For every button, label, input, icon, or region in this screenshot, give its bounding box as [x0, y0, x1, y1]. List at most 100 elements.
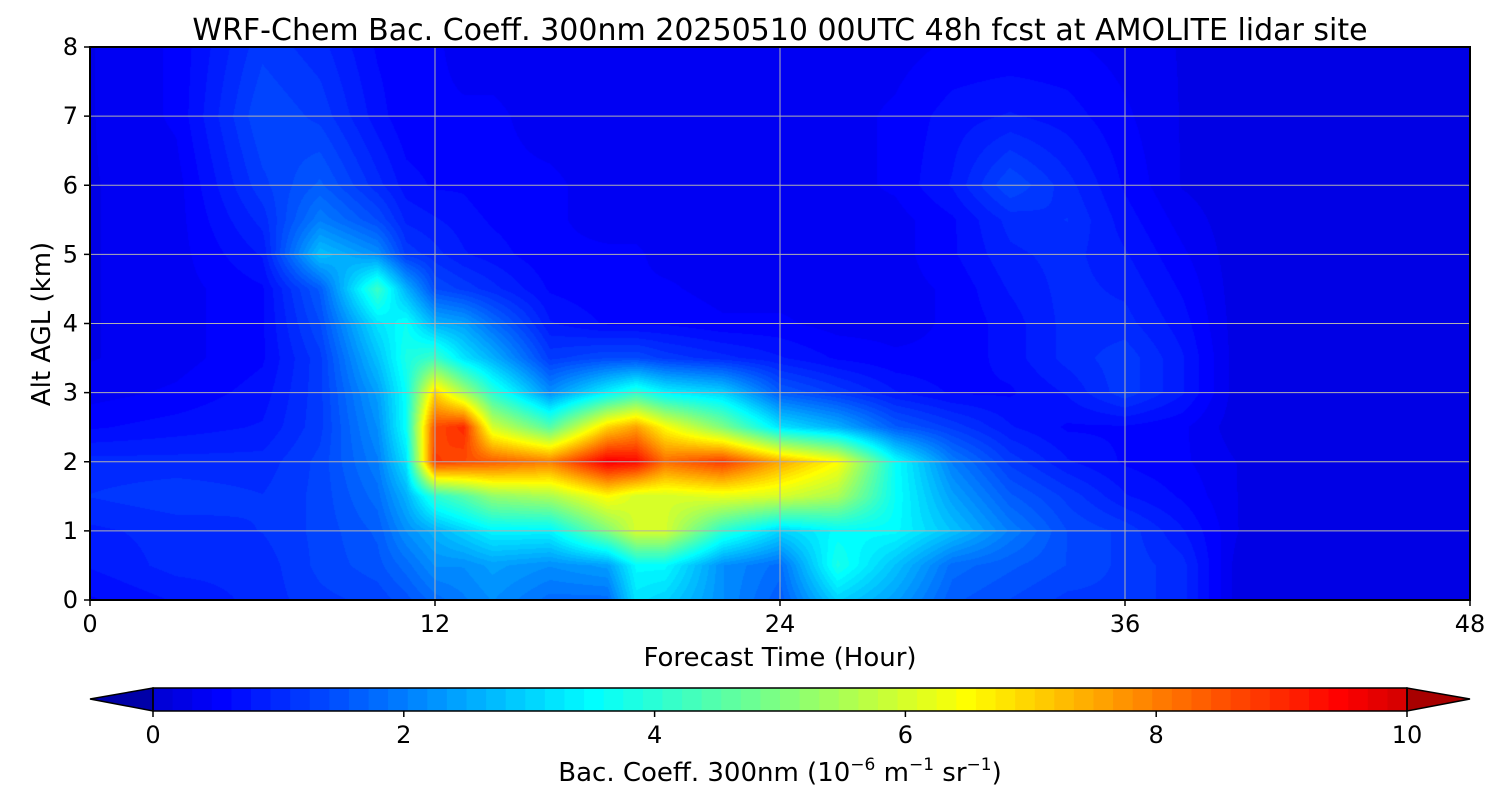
- y-tick-label: 0: [63, 586, 78, 614]
- colorbar-label-mid2: sr: [934, 758, 967, 788]
- colorbar-step: [760, 688, 781, 711]
- colorbar-step: [1132, 688, 1153, 711]
- colorbar-step: [309, 688, 330, 711]
- x-tick-label: 0: [82, 610, 97, 638]
- colorbar-step: [505, 688, 526, 711]
- colorbar-step: [1191, 688, 1212, 711]
- colorbar-step: [1230, 688, 1251, 711]
- x-tick-label: 48: [1455, 610, 1486, 638]
- colorbar-tick-label: 8: [1149, 721, 1164, 749]
- colorbar-step: [270, 688, 291, 711]
- colorbar-step: [682, 688, 703, 711]
- colorbar-step: [427, 688, 448, 711]
- colorbar-step: [211, 688, 232, 711]
- plot-area: [89, 46, 1471, 601]
- colorbar-step: [1367, 688, 1389, 711]
- colorbar-step: [936, 688, 957, 711]
- y-axis-label: Alt AGL (km): [27, 242, 57, 406]
- colorbar-step: [1034, 688, 1055, 711]
- y-tick-label: 8: [63, 33, 78, 61]
- colorbar-step: [368, 688, 389, 711]
- colorbar-step: [1387, 688, 1408, 711]
- colorbar-step: [231, 688, 252, 711]
- x-tick-label: 12: [420, 610, 451, 638]
- colorbar-step: [1152, 688, 1173, 711]
- y-tick-label: 7: [63, 102, 78, 130]
- y-tick-label: 6: [63, 171, 78, 199]
- colorbar-step: [623, 688, 644, 711]
- x-tick-label: 36: [1110, 610, 1141, 638]
- colorbar-step: [407, 688, 428, 711]
- colorbar-step: [466, 688, 487, 711]
- colorbar-tick-label: 6: [898, 721, 913, 749]
- colorbar-step: [564, 688, 585, 711]
- colorbar-step: [584, 688, 605, 711]
- colorbar-step: [525, 688, 546, 711]
- colorbar-step: [1171, 688, 1193, 711]
- colorbar-step: [348, 688, 370, 711]
- colorbar-step: [662, 688, 683, 711]
- colorbar-label-main: Bac. Coeff. 300nm (10: [558, 758, 850, 788]
- colorbar-step: [1289, 688, 1310, 711]
- colorbar-tick-label: 10: [1392, 721, 1423, 749]
- colorbar-step: [486, 688, 507, 711]
- colorbar-step: [1348, 688, 1369, 711]
- colorbar-label-exp3: −1: [967, 755, 992, 775]
- colorbar-step: [740, 688, 762, 711]
- colorbar-ticks: 0 2 4 6 8 10: [145, 711, 1422, 749]
- colorbar-step: [544, 688, 566, 711]
- y-tick-label: 3: [63, 379, 78, 407]
- colorbar-step: [917, 688, 938, 711]
- colorbar-step: [877, 688, 899, 711]
- colorbar-label-exp2: −1: [909, 755, 934, 775]
- colorbar-step: [172, 688, 193, 711]
- y-tick-label: 2: [63, 448, 78, 476]
- colorbar-step: [642, 688, 664, 711]
- y-axis-ticks: 0 1 2 3 4 5 6 7 8: [63, 33, 90, 614]
- colorbar-step: [975, 688, 997, 711]
- colorbar-label-end: ): [992, 758, 1002, 788]
- chart-title: WRF-Chem Bac. Coeff. 300nm 20250510 00UT…: [192, 13, 1367, 48]
- y-tick-label: 4: [63, 310, 78, 338]
- x-axis-ticks: 0 12 24 36 48: [82, 600, 1485, 638]
- colorbar-step: [956, 688, 977, 711]
- colorbar-label-mid: m: [875, 758, 909, 788]
- colorbar-step: [603, 688, 624, 711]
- colorbar-step: [1211, 688, 1232, 711]
- colorbar: 0 2 4 6 8 10 Bac. Coeff. 300nm (10−6 m−1 sr−1…: [89, 687, 1471, 788]
- colorbar-step: [858, 688, 879, 711]
- colorbar-step: [1093, 688, 1114, 711]
- colorbar-step: [329, 688, 350, 711]
- colorbar-step: [897, 688, 918, 711]
- colorbar-step: [995, 688, 1016, 711]
- colorbar-step: [1309, 688, 1330, 711]
- colorbar-step: [1113, 688, 1134, 711]
- colorbar-step: [1015, 688, 1036, 711]
- colorbar-tick-label: 0: [145, 721, 160, 749]
- colorbar-step: [1328, 688, 1349, 711]
- colorbar-step: [780, 688, 801, 711]
- colorbar-frame: [152, 687, 1408, 712]
- colorbar-step: [701, 688, 722, 711]
- colorbar-step: [1073, 688, 1095, 711]
- colorbar-tick-label: 2: [396, 721, 411, 749]
- colorbar-tick-label: 4: [647, 721, 662, 749]
- y-tick-label: 1: [63, 517, 78, 545]
- colorbar-step: [838, 688, 859, 711]
- colorbar-step: [819, 688, 840, 711]
- colorbar-step: [290, 688, 311, 711]
- colorbar-step: [1250, 688, 1271, 711]
- colorbar-label: Bac. Coeff. 300nm (10−6 m−1 sr−1): [558, 755, 1001, 788]
- colorbar-step: [1269, 688, 1291, 711]
- colorbar-step: [799, 688, 820, 711]
- x-tick-label: 24: [765, 610, 796, 638]
- colorbar-step: [1054, 688, 1075, 711]
- colorbar-steps: [153, 688, 1408, 711]
- colorbar-label-exp1: −6: [850, 755, 875, 775]
- colorbar-step: [721, 688, 742, 711]
- colorbar-step: [153, 688, 174, 711]
- colorbar-step: [250, 688, 272, 711]
- colorbar-step: [388, 688, 409, 711]
- colorbar-extend-min: [89, 687, 154, 712]
